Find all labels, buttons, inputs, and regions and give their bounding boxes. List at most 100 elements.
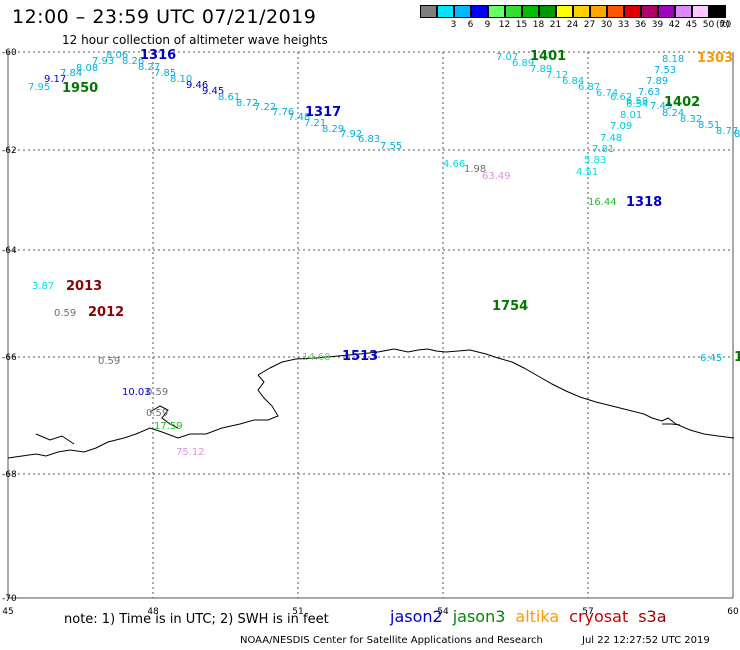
wave-height-label: 6.87 (578, 82, 600, 93)
colorbar-swatch (607, 5, 624, 18)
colorbar-swatch (573, 5, 590, 18)
colorbar-swatch (471, 5, 488, 18)
latitude-label: -62 (2, 146, 17, 156)
colorbar-tick-label: 42 (668, 20, 681, 30)
wave-height-label: 7.95 (28, 82, 50, 93)
colorbar-tick-label: 36 (634, 20, 647, 30)
wave-height-label: 10.03 (122, 387, 151, 398)
wave-height-label: 0.59 (98, 356, 120, 367)
latitude-label: -68 (2, 470, 17, 480)
wave-height-label: 3.87 (32, 281, 54, 292)
wave-height-label: 16.44 (588, 197, 617, 208)
colorbar-tick-label: 30 (600, 20, 613, 30)
legend-jason2: jason2 (390, 607, 443, 626)
colorbar-tick-label: 6 (467, 20, 474, 30)
wave-height-label: 8.08 (76, 63, 98, 74)
wave-height-label: 6.62 (610, 92, 632, 103)
colorbar-swatch (539, 5, 556, 18)
wave-height-label: 7.48 (288, 112, 310, 123)
wave-height-label: 7.09 (610, 121, 632, 132)
longitude-label: 51 (292, 607, 303, 617)
wave-height-label: 8.72 (236, 98, 258, 109)
colorbar-tick-label: 21 (549, 20, 562, 30)
colorbar-swatch (437, 5, 454, 18)
colorbar-tick-label: 12 (498, 20, 511, 30)
colorbar-swatch (658, 5, 675, 18)
wave-height-label: 6.74 (596, 88, 618, 99)
colorbar-swatch (709, 5, 726, 18)
graticule (7, 51, 734, 599)
longitude-label: 48 (147, 607, 159, 617)
wave-height-label: 7.21 (304, 118, 326, 129)
wave-height-label: 8. (734, 129, 740, 140)
wave-height-label: 0.59 (146, 408, 168, 419)
wave-height-label: 7.07 (496, 52, 518, 63)
map-subtitle: 12 hour collection of altimeter wave hei… (62, 33, 328, 47)
pass-time-label: 1950 (62, 81, 98, 96)
wave-height-label: 7.89 (646, 76, 668, 87)
latitude-label: -64 (2, 246, 17, 256)
longitude-label: 45 (2, 607, 13, 617)
wave-height-label: 7.84 (60, 68, 82, 79)
wave-height-label: 9.17 (44, 74, 66, 85)
wave-height-label: 6.45 (700, 353, 722, 364)
colorbar-unit: (ft) (716, 20, 730, 30)
axis-labels: 45 48 51 54 57 60 -60 -62 -64 -66 -68 -70 (2, 48, 739, 617)
colorbar-swatch (454, 5, 471, 18)
colorbar-tick-label: 39 (651, 20, 664, 30)
wave-height-label: 7.48 (600, 133, 622, 144)
wave-height-label: 7.89 (530, 64, 552, 75)
colorbar-swatch (692, 5, 709, 18)
wave-height-label: 7.93 (92, 56, 114, 67)
legend-altika: altika (515, 607, 560, 626)
colorbar-swatch (420, 5, 437, 18)
latitude-label: -66 (2, 353, 17, 363)
wave-height-label: 7.63 (638, 87, 660, 98)
wave-height-label: 6.84 (562, 76, 584, 87)
observation-labels: 7.959.177.848.087.938.068.268.277.858.10… (28, 48, 740, 458)
legend-s3a: s3a (638, 607, 667, 626)
wave-height-label: 8.77 (716, 126, 738, 137)
legend-cryosat: cryosat (569, 607, 629, 626)
longitude-label: 57 (582, 607, 593, 617)
latitude-label: -60 (2, 48, 17, 58)
wave-height-label: 6.89 (512, 58, 534, 69)
wave-height-label: 8.18 (662, 54, 684, 65)
colorbar-tick-label: 27 (583, 20, 596, 30)
wave-height-label: 7.49 (650, 101, 672, 112)
colorbar-swatch (556, 5, 573, 18)
map-title: 12:00 – 23:59 UTC 07/21/2019 (12, 6, 317, 28)
pass-time-label: 1513 (342, 349, 378, 364)
wave-height-label: 17.59 (154, 421, 183, 432)
wave-height-label: 0.59 (146, 387, 168, 398)
pass-time-label: 1318 (626, 195, 662, 210)
colorbar-tick-label: 50 (702, 20, 715, 30)
wave-height-label: 6.83 (358, 134, 380, 145)
pass-time-label: 2013 (66, 279, 102, 294)
wave-height-label: 8.06 (106, 50, 128, 61)
pass-time-label: 2012 (88, 305, 124, 320)
wave-height-label: 1.98 (464, 164, 486, 175)
pass-time-label: 1317 (305, 105, 341, 120)
colorbar-swatch (590, 5, 607, 18)
wave-height-label: 7.81 (592, 144, 614, 155)
satellite-legend: jason2 jason3 altika cryosat s3a (390, 607, 677, 626)
wave-height-label: 7.92 (340, 129, 362, 140)
wave-height-label: 8.24 (662, 108, 684, 119)
wave-height-label: 7.85 (154, 68, 176, 79)
colorbar-swatch (505, 5, 522, 18)
wave-height-label: 6.58 (626, 96, 648, 107)
wave-height-label: 8.51 (698, 120, 720, 131)
footer-note: note: 1) Time is in UTC; 2) SWH is in fe… (64, 612, 329, 627)
pass-time-label: 1754 (492, 299, 528, 314)
colorbar-tick-label: 24 (566, 20, 579, 30)
coastline-west (7, 374, 279, 459)
wave-height-label: 8.10 (170, 74, 192, 85)
wave-height-label: 8.26 (122, 56, 144, 67)
wave-height-label: 4.51 (576, 167, 598, 178)
wave-height-label: 4.66 (443, 159, 465, 170)
colorbar-swatch (641, 5, 658, 18)
wave-height-label: 9.46 (186, 80, 208, 91)
colorbar-swatch (522, 5, 539, 18)
